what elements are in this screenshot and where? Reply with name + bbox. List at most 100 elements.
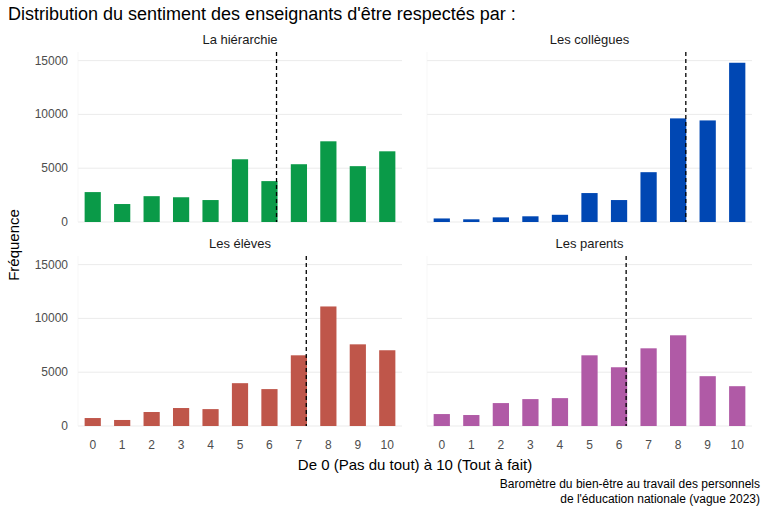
mean-line	[685, 52, 686, 222]
x-tick-label: 1	[468, 438, 475, 452]
bar	[261, 181, 277, 222]
bar	[670, 335, 686, 426]
y-axis-line	[427, 256, 428, 426]
x-tick-label: 3	[527, 438, 534, 452]
mean-line	[306, 256, 307, 426]
y-axis-label: Fréquence	[5, 209, 22, 281]
grid-line	[427, 264, 752, 265]
bar	[700, 120, 716, 222]
bar	[700, 376, 716, 426]
bar	[350, 166, 366, 222]
marks	[434, 52, 746, 222]
x-tick-label: 7	[296, 438, 303, 452]
bar	[85, 192, 101, 222]
panel-title: Les élèves	[209, 236, 272, 251]
marks	[85, 52, 396, 222]
grid-line	[78, 60, 402, 61]
bar	[144, 196, 160, 222]
bar	[611, 200, 627, 222]
x-tick-label: 9	[704, 438, 711, 452]
bar	[493, 217, 509, 222]
panel: Les parents012345678910	[427, 236, 752, 452]
x-tick-label: 2	[148, 438, 155, 452]
bar	[611, 367, 627, 426]
bar	[729, 63, 745, 222]
bar	[379, 350, 395, 426]
x-tick-label: 6	[616, 438, 623, 452]
bar	[434, 218, 450, 222]
title: Distribution du sentiment des enseignant…	[8, 4, 516, 24]
x-tick-label: 8	[675, 438, 682, 452]
y-tick-label: 15000	[35, 258, 69, 272]
grid-line	[78, 264, 402, 265]
y-tick-label: 10000	[35, 311, 69, 325]
x-tick-label: 7	[645, 438, 652, 452]
bar	[581, 355, 597, 426]
bar	[261, 389, 277, 426]
bar	[291, 355, 307, 426]
mean-line	[625, 256, 626, 426]
y-tick-label: 5000	[41, 161, 68, 175]
x-tick-label: 1	[119, 438, 126, 452]
bar	[202, 200, 218, 222]
bar	[552, 398, 568, 426]
bar	[640, 348, 656, 426]
bar	[85, 418, 101, 426]
x-tick-label: 0	[89, 438, 96, 452]
panel: Les élèves050001000015000012345678910	[35, 236, 402, 452]
x-tick-label: 5	[586, 438, 593, 452]
bar	[493, 403, 509, 426]
panel: La hiérarchie 0 5000 10000 15000	[35, 32, 402, 229]
y-tick-label: 0	[61, 215, 68, 229]
bar	[320, 306, 336, 426]
bar	[670, 118, 686, 222]
caption: de l'éducation nationale (vague 2023)	[560, 492, 760, 506]
grid-line	[78, 114, 402, 115]
y-axis-line	[78, 256, 79, 426]
bar	[552, 215, 568, 222]
x-tick-label: 10	[731, 438, 745, 452]
marks	[434, 256, 746, 426]
grid-line	[427, 318, 752, 319]
bar	[729, 386, 745, 426]
bar	[640, 172, 656, 222]
bar	[232, 159, 248, 222]
x-tick-label: 3	[178, 438, 185, 452]
bar	[320, 141, 336, 222]
bar	[232, 383, 248, 426]
y-tick-label: 5000	[41, 365, 68, 379]
panel-title: Les parents	[556, 236, 624, 251]
bar	[291, 164, 307, 222]
panel-title: Les collègues	[550, 32, 630, 47]
grid-line	[78, 318, 402, 319]
x-tick-label: 9	[354, 438, 361, 452]
y-axis-line	[427, 52, 428, 222]
grid-line	[427, 60, 752, 61]
bar	[434, 414, 450, 426]
chart: Distribution du sentiment des enseignant…	[0, 0, 768, 512]
bar	[173, 408, 189, 426]
bar	[379, 151, 395, 222]
bar	[144, 412, 160, 426]
x-tick-label: 0	[438, 438, 445, 452]
bar	[522, 216, 538, 222]
caption: Baromètre du bien-être au travail des pe…	[500, 477, 760, 491]
y-tick-label: 10000	[35, 107, 69, 121]
bar	[522, 399, 538, 426]
mean-line	[276, 52, 277, 222]
y-tick-label: 0	[61, 419, 68, 433]
panel-title: La hiérarchie	[202, 32, 277, 47]
x-tick-label: 5	[237, 438, 244, 452]
y-axis-line	[78, 52, 79, 222]
x-tick-label: 8	[325, 438, 332, 452]
y-tick-label: 15000	[35, 54, 69, 68]
x-axis-label: De 0 (Pas du tout) à 10 (Tout à fait)	[298, 456, 532, 473]
bar	[350, 344, 366, 426]
bar	[114, 420, 130, 426]
bar	[114, 204, 130, 222]
x-tick-label: 2	[498, 438, 505, 452]
bar	[202, 409, 218, 426]
marks	[85, 256, 396, 426]
bar	[463, 219, 479, 222]
bar	[173, 197, 189, 222]
